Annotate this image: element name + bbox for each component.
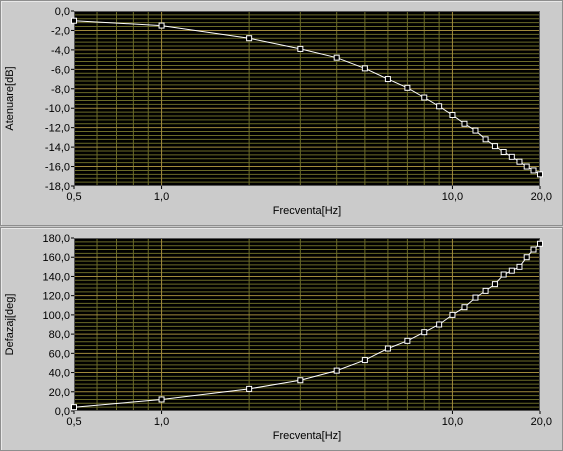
y-tick-label: -18,0 bbox=[45, 181, 70, 193]
data-point-marker bbox=[436, 103, 443, 110]
data-point-marker bbox=[158, 22, 165, 29]
data-point-marker bbox=[246, 35, 253, 42]
plot-frame bbox=[74, 238, 540, 411]
data-point-marker bbox=[461, 304, 468, 311]
y-tick-label: 0,0 bbox=[55, 6, 70, 18]
data-point-marker bbox=[449, 112, 456, 119]
data-point-marker bbox=[421, 94, 428, 101]
y-tick-label: -4,0 bbox=[51, 45, 70, 57]
y-tick-label: -12,0 bbox=[45, 123, 70, 135]
x-tick-label: 1,0 bbox=[154, 191, 169, 203]
data-point-marker bbox=[404, 84, 411, 91]
data-point-marker bbox=[361, 357, 368, 364]
x-axis-label: Frecventa[Hz] bbox=[273, 430, 341, 442]
x-tick-label: 20,0 bbox=[531, 416, 552, 428]
data-point-marker bbox=[461, 120, 468, 127]
x-tick-label: 10,0 bbox=[442, 416, 463, 428]
plot-frame bbox=[74, 11, 540, 186]
data-point-marker bbox=[523, 163, 530, 170]
data-point-marker bbox=[530, 246, 537, 253]
x-tick-label: 1,0 bbox=[154, 416, 169, 428]
data-point-marker bbox=[516, 158, 523, 165]
data-point-marker bbox=[436, 321, 443, 328]
data-point-marker bbox=[472, 294, 479, 301]
data-point-marker bbox=[523, 254, 530, 261]
data-point-marker bbox=[246, 385, 253, 392]
data-point-marker bbox=[472, 127, 479, 134]
y-tick-label: 0,0 bbox=[55, 406, 70, 418]
data-point-marker bbox=[500, 148, 507, 155]
data-point-marker bbox=[537, 171, 543, 178]
data-point-marker bbox=[384, 345, 391, 352]
y-tick-label: 80,0 bbox=[49, 329, 70, 341]
data-point-marker bbox=[449, 311, 456, 318]
data-point-marker bbox=[508, 153, 515, 160]
data-point-marker bbox=[333, 54, 340, 61]
y-tick-label: -6,0 bbox=[51, 64, 70, 76]
x-tick-label: 20,0 bbox=[531, 191, 552, 203]
y-tick-label: 20,0 bbox=[49, 387, 70, 399]
x-tick-label: 0,5 bbox=[66, 191, 81, 203]
y-tick-label: -14,0 bbox=[45, 142, 70, 154]
y-tick-label: 140,0 bbox=[42, 271, 70, 283]
y-axis-label: Defazaj[deg] bbox=[4, 294, 16, 356]
attenuation-graph-panel: 0,0 -2,0 -4,0 -6,0 -8,0 -10,0 -12,0 -14,0 -16,0 -… bbox=[0, 0, 563, 226]
data-point-marker bbox=[71, 17, 77, 24]
x-tick-label: 0,5 bbox=[66, 416, 81, 428]
y-tick-label: 160,0 bbox=[42, 252, 70, 264]
x-tick-label: 10,0 bbox=[442, 191, 463, 203]
y-tick-label: -8,0 bbox=[51, 84, 70, 96]
data-point-marker bbox=[333, 367, 340, 374]
y-axis-label: Atenuare[dB] bbox=[4, 66, 16, 130]
plot-area bbox=[74, 238, 540, 411]
data-point-marker bbox=[158, 396, 165, 403]
data-point-marker bbox=[421, 329, 428, 336]
phase-chart: 180,0 160,0 140,0 120,0 100,0 80,0 60,0 40,0 20,… bbox=[4, 233, 552, 442]
data-point-marker bbox=[516, 263, 523, 270]
y-tick-label: -2,0 bbox=[51, 25, 70, 37]
data-point-marker bbox=[361, 65, 368, 72]
data-point-marker bbox=[491, 281, 498, 288]
attenuation-chart: 0,0 -2,0 -4,0 -6,0 -8,0 -10,0 -12,0 -14,0 -16,0 -… bbox=[4, 6, 552, 217]
data-point-marker bbox=[297, 377, 304, 384]
phase-graph-panel: 180,0 160,0 140,0 120,0 100,0 80,0 60,0 40,0 20,… bbox=[0, 227, 563, 451]
y-tick-label: 60,0 bbox=[49, 348, 70, 360]
x-axis-label: Frecventa[Hz] bbox=[273, 205, 341, 217]
data-point-marker bbox=[482, 136, 489, 143]
data-point-marker bbox=[491, 143, 498, 150]
data-point-marker bbox=[500, 271, 507, 278]
y-tick-label: -10,0 bbox=[45, 103, 70, 115]
y-tick-label: -16,0 bbox=[45, 162, 70, 174]
y-tick-label: 180,0 bbox=[42, 233, 70, 245]
data-point-marker bbox=[297, 45, 304, 52]
data-point-marker bbox=[71, 404, 77, 411]
y-tick-label: 40,0 bbox=[49, 368, 70, 380]
data-point-marker bbox=[530, 167, 537, 174]
y-tick-label: 100,0 bbox=[42, 310, 70, 322]
data-point-marker bbox=[537, 240, 543, 247]
data-point-marker bbox=[384, 76, 391, 83]
data-point-marker bbox=[482, 287, 489, 294]
data-point-marker bbox=[508, 267, 515, 274]
data-point-marker bbox=[404, 337, 411, 344]
y-tick-label: 120,0 bbox=[42, 291, 70, 303]
plot-area bbox=[74, 11, 540, 186]
